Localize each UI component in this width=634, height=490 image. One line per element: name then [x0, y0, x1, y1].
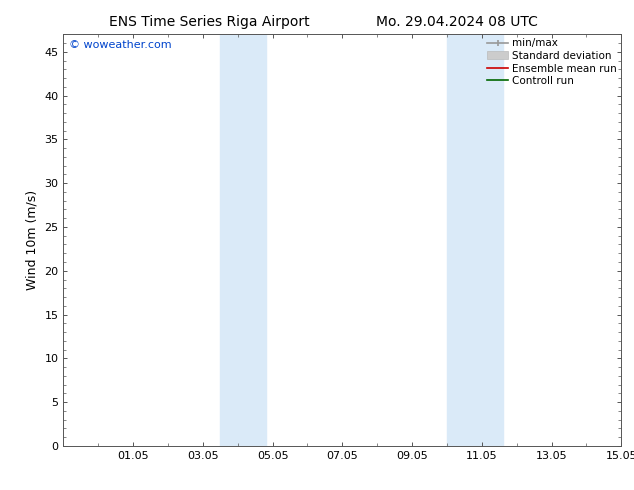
Text: ENS Time Series Riga Airport: ENS Time Series Riga Airport	[109, 15, 309, 29]
Legend: min/max, Standard deviation, Ensemble mean run, Controll run: min/max, Standard deviation, Ensemble me…	[485, 36, 619, 88]
Bar	[221, 34, 266, 446]
Y-axis label: Wind 10m (m/s): Wind 10m (m/s)	[26, 190, 39, 290]
Text: Mo. 29.04.2024 08 UTC: Mo. 29.04.2024 08 UTC	[375, 15, 538, 29]
Bar	[447, 34, 503, 446]
Text: © woweather.com: © woweather.com	[69, 41, 172, 50]
